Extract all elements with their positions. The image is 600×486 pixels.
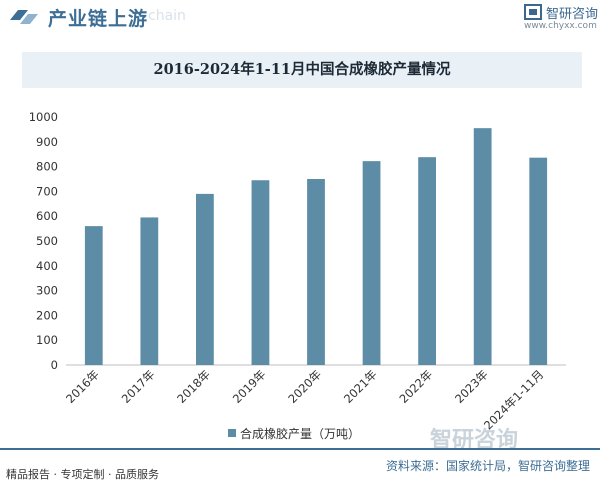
bar xyxy=(251,180,270,365)
footer-slogan: 精品报告 · 专项定制 · 品质服务 xyxy=(6,468,159,481)
x-tick-label: 2016年 xyxy=(63,367,102,406)
y-tick-label: 500 xyxy=(36,234,58,248)
y-tick-label: 400 xyxy=(36,259,58,273)
y-tick-label: 100 xyxy=(36,333,58,347)
logo-name: 智研咨询 xyxy=(546,7,599,22)
legend-swatch xyxy=(228,429,236,437)
bar xyxy=(362,161,381,365)
y-tick-label: 700 xyxy=(36,184,58,198)
bar xyxy=(84,226,103,365)
x-tick-label: 2017年 xyxy=(119,367,158,406)
legend-label: 合成橡胶产量（万吨） xyxy=(240,427,361,441)
y-tick-label: 1000 xyxy=(29,110,58,124)
x-tick-label: 2022年 xyxy=(396,367,435,406)
x-tick-label: 2020年 xyxy=(285,367,324,406)
x-tick-label: 2019年 xyxy=(230,367,269,406)
bar xyxy=(418,157,436,365)
bar xyxy=(140,217,159,365)
footer-divider xyxy=(0,448,600,450)
logo-mark-icon xyxy=(524,4,542,20)
x-tick-label: 2021年 xyxy=(341,367,380,406)
y-tick-label: 300 xyxy=(36,284,58,298)
logo-url: www.chyxx.com xyxy=(524,21,597,31)
chart-title-band: 2016-2024年1-11月中国合成橡胶产量情况 xyxy=(22,52,582,88)
bar-chart: 0 100 200 300 400 500 600 700 800 900 1000 2016年 201… xyxy=(29,110,566,430)
y-tick-label: 0 xyxy=(51,358,58,372)
y-tick-label: 800 xyxy=(36,160,58,174)
footer-source: 资料来源：国家统计局，智研咨询整理 xyxy=(386,459,591,473)
chain-stack-icon xyxy=(10,10,38,24)
header-watermark: chain xyxy=(148,8,186,24)
x-tick-label: 2023年 xyxy=(452,367,491,406)
bar xyxy=(307,179,325,365)
page-header: 产业链上游 chain 智研咨询 www.chyxx.com xyxy=(0,0,600,34)
x-tick-label: 2024年1-11月 xyxy=(481,367,546,430)
chart-title: 2016-2024年1-11月中国合成橡胶产量情况 xyxy=(153,61,451,78)
y-tick-label: 200 xyxy=(36,308,58,322)
section-title: 产业链上游 xyxy=(48,8,149,30)
x-tick-label: 2018年 xyxy=(174,367,213,406)
y-tick-label: 900 xyxy=(36,135,58,149)
y-tick-label: 600 xyxy=(36,209,58,223)
bar xyxy=(473,128,492,365)
bar xyxy=(529,157,548,365)
bar xyxy=(196,193,214,365)
